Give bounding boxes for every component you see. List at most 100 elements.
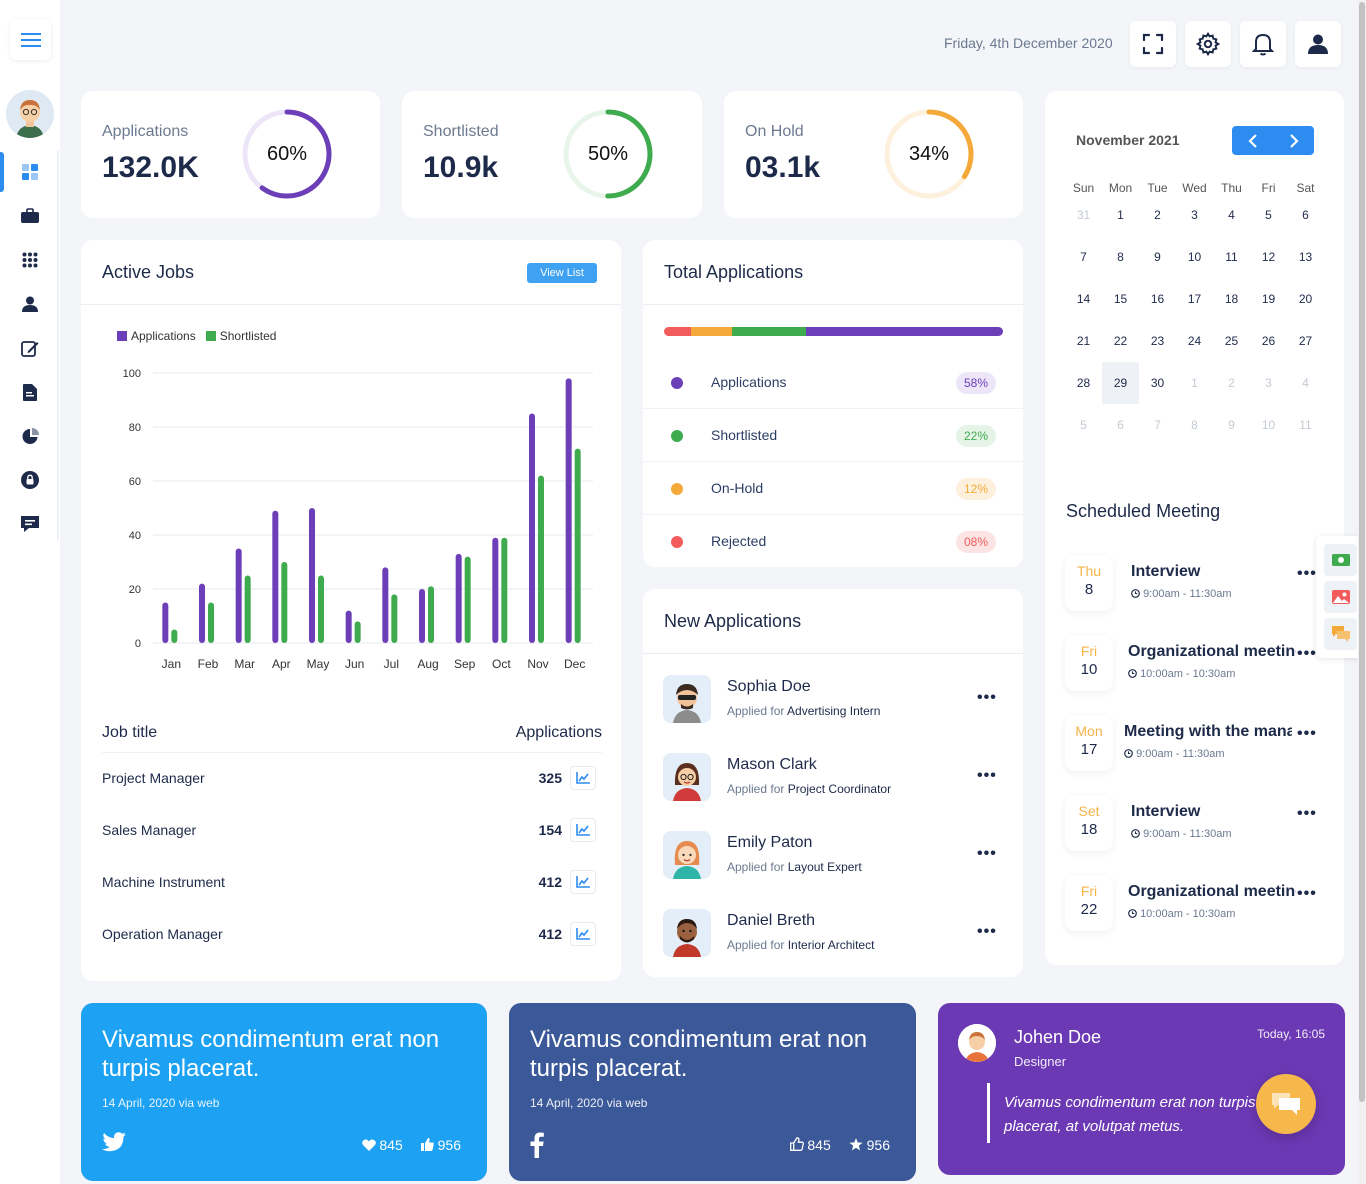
sidebar-item-apps[interactable] [0, 238, 60, 282]
calendar-day[interactable]: 2 [1154, 208, 1161, 222]
calendar-day[interactable]: 16 [1150, 292, 1165, 306]
calendar-day[interactable]: 7 [1080, 250, 1087, 264]
meeting-options-button[interactable]: ••• [1297, 885, 1317, 902]
calendar-day[interactable]: 5 [1265, 208, 1272, 222]
thumbs-stat[interactable]: 956 [420, 1137, 461, 1153]
applicant-item[interactable]: Mason Clark Applied for Project Coordina… [663, 753, 1003, 811]
sidebar-item-users[interactable] [0, 282, 60, 326]
status-name: Applications [711, 374, 787, 390]
calendar-day[interactable]: 30 [1150, 376, 1165, 390]
calendar-day[interactable]: 6 [1117, 418, 1124, 432]
image-tool-button[interactable] [1324, 581, 1357, 613]
calendar-day[interactable]: 12 [1261, 250, 1276, 264]
calendar-day[interactable]: 4 [1302, 376, 1309, 390]
calendar-day[interactable]: 3 [1265, 376, 1272, 390]
calendar-day[interactable]: 26 [1261, 334, 1276, 348]
calendar-day[interactable]: 25 [1224, 334, 1239, 348]
money-tool-button[interactable] [1324, 544, 1357, 576]
more-options-button[interactable]: ••• [977, 845, 997, 862]
thumbs-stat[interactable]: 845 [789, 1137, 831, 1153]
fullscreen-button[interactable] [1130, 21, 1176, 67]
calendar-day[interactable]: 9 [1154, 250, 1161, 264]
scrollbar-thumb[interactable] [1359, 2, 1365, 1102]
settings-button[interactable] [1185, 21, 1231, 67]
sidebar-item-jobs[interactable] [0, 194, 60, 238]
twitter-post-card[interactable]: Vivamus condimentum erat non turpis plac… [81, 1003, 487, 1181]
applicant-item[interactable]: Sophia Doe Applied for Advertising Inter… [663, 675, 1003, 733]
calendar-day[interactable]: 22 [1113, 334, 1128, 348]
prev-month-button[interactable] [1232, 126, 1273, 155]
calendar-day[interactable]: 19 [1261, 292, 1276, 306]
page-scrollbar[interactable] [1358, 0, 1366, 1184]
meeting-item[interactable]: Set 18 Interview 9:00am - 11:30am ••• [1065, 795, 1325, 855]
more-options-button[interactable]: ••• [977, 923, 997, 940]
calendar-day[interactable]: 10 [1261, 418, 1276, 432]
calendar-day[interactable]: 23 [1150, 334, 1165, 348]
calendar-day[interactable]: 28 [1076, 376, 1091, 390]
calendar-day[interactable]: 29 [1102, 362, 1139, 404]
calendar-day[interactable]: 11 [1299, 418, 1312, 432]
calendar-day[interactable]: 4 [1228, 208, 1235, 222]
chat-tool-button[interactable] [1324, 618, 1357, 650]
calendar-day[interactable]: 21 [1076, 334, 1091, 348]
calendar-day[interactable]: 6 [1302, 208, 1309, 222]
sidebar-item-messages[interactable] [0, 502, 60, 546]
meeting-options-button[interactable]: ••• [1297, 805, 1317, 822]
sidebar-item-dashboard[interactable] [0, 150, 60, 194]
calendar-day[interactable]: 13 [1298, 250, 1313, 264]
more-options-button[interactable]: ••• [977, 767, 997, 784]
calendar-day[interactable]: 2 [1228, 376, 1235, 390]
calendar-day[interactable]: 20 [1298, 292, 1313, 306]
meeting-item[interactable]: Thu 8 Interview 9:00am - 11:30am ••• [1065, 555, 1325, 615]
applicant-item[interactable]: Daniel Breth Applied for Interior Archit… [663, 909, 1003, 967]
calendar-day[interactable]: 17 [1187, 292, 1202, 306]
calendar-day[interactable]: 3 [1191, 208, 1198, 222]
trend-button[interactable] [570, 818, 596, 842]
view-list-button[interactable]: View List [527, 263, 597, 283]
sidebar-item-documents[interactable] [0, 370, 60, 414]
job-title: Sales Manager [102, 822, 197, 838]
calendar-day[interactable]: 24 [1187, 334, 1202, 348]
trend-button[interactable] [570, 766, 596, 790]
calendar-day[interactable]: 27 [1298, 334, 1313, 348]
chat-fab-button[interactable] [1256, 1074, 1316, 1134]
calendar-day[interactable]: 14 [1076, 292, 1091, 306]
twitter-icon[interactable] [102, 1132, 126, 1157]
money-icon [1331, 554, 1350, 566]
sidebar-item-edit[interactable] [0, 326, 60, 370]
calendar-day[interactable]: 11 [1225, 250, 1238, 264]
calendar-day[interactable]: 1 [1117, 208, 1124, 222]
calendar-day[interactable]: 15 [1113, 292, 1128, 306]
calendar-day[interactable]: 18 [1224, 292, 1239, 306]
meeting-item[interactable]: Fri 22 Organizational meeting 10:00am - 10… [1065, 875, 1325, 935]
meeting-options-button[interactable]: ••• [1297, 645, 1317, 662]
more-options-button[interactable]: ••• [977, 689, 997, 706]
likes-stat[interactable]: 845 [361, 1137, 403, 1153]
menu-toggle-button[interactable] [10, 19, 51, 60]
calendar-day[interactable]: 7 [1154, 418, 1161, 432]
calendar-day[interactable]: 5 [1080, 418, 1087, 432]
meeting-item[interactable]: Fri 10 Organizational meeting 10:00am - 10… [1065, 635, 1325, 695]
next-month-button[interactable] [1273, 126, 1314, 155]
testimonial-text: Vivamus condimentum erat non turpis plac… [1004, 1091, 1334, 1139]
sidebar-item-security[interactable] [0, 458, 60, 502]
calendar-day[interactable]: 8 [1191, 418, 1198, 432]
meeting-item[interactable]: Mon 17 Meeting with the manager 9:00am - 1… [1065, 715, 1325, 775]
stars-stat[interactable]: 956 [849, 1137, 890, 1153]
calendar-day[interactable]: 31 [1076, 208, 1091, 222]
sidebar-item-reports[interactable] [0, 414, 60, 458]
calendar-day[interactable]: 1 [1191, 376, 1198, 390]
notifications-button[interactable] [1240, 21, 1286, 67]
facebook-icon[interactable] [530, 1132, 544, 1163]
facebook-post-card[interactable]: Vivamus condimentum erat non turpis plac… [509, 1003, 916, 1181]
calendar-day[interactable]: 9 [1228, 418, 1235, 432]
calendar-day[interactable]: 8 [1117, 250, 1124, 264]
meeting-options-button[interactable]: ••• [1297, 725, 1317, 742]
meeting-options-button[interactable]: ••• [1297, 565, 1317, 582]
calendar-day[interactable]: 10 [1187, 250, 1202, 264]
trend-button[interactable] [570, 922, 596, 946]
trend-button[interactable] [570, 870, 596, 894]
user-avatar[interactable] [6, 90, 54, 138]
applicant-item[interactable]: Emily Paton Applied for Layout Expert ••… [663, 831, 1003, 889]
profile-button[interactable] [1295, 21, 1341, 67]
